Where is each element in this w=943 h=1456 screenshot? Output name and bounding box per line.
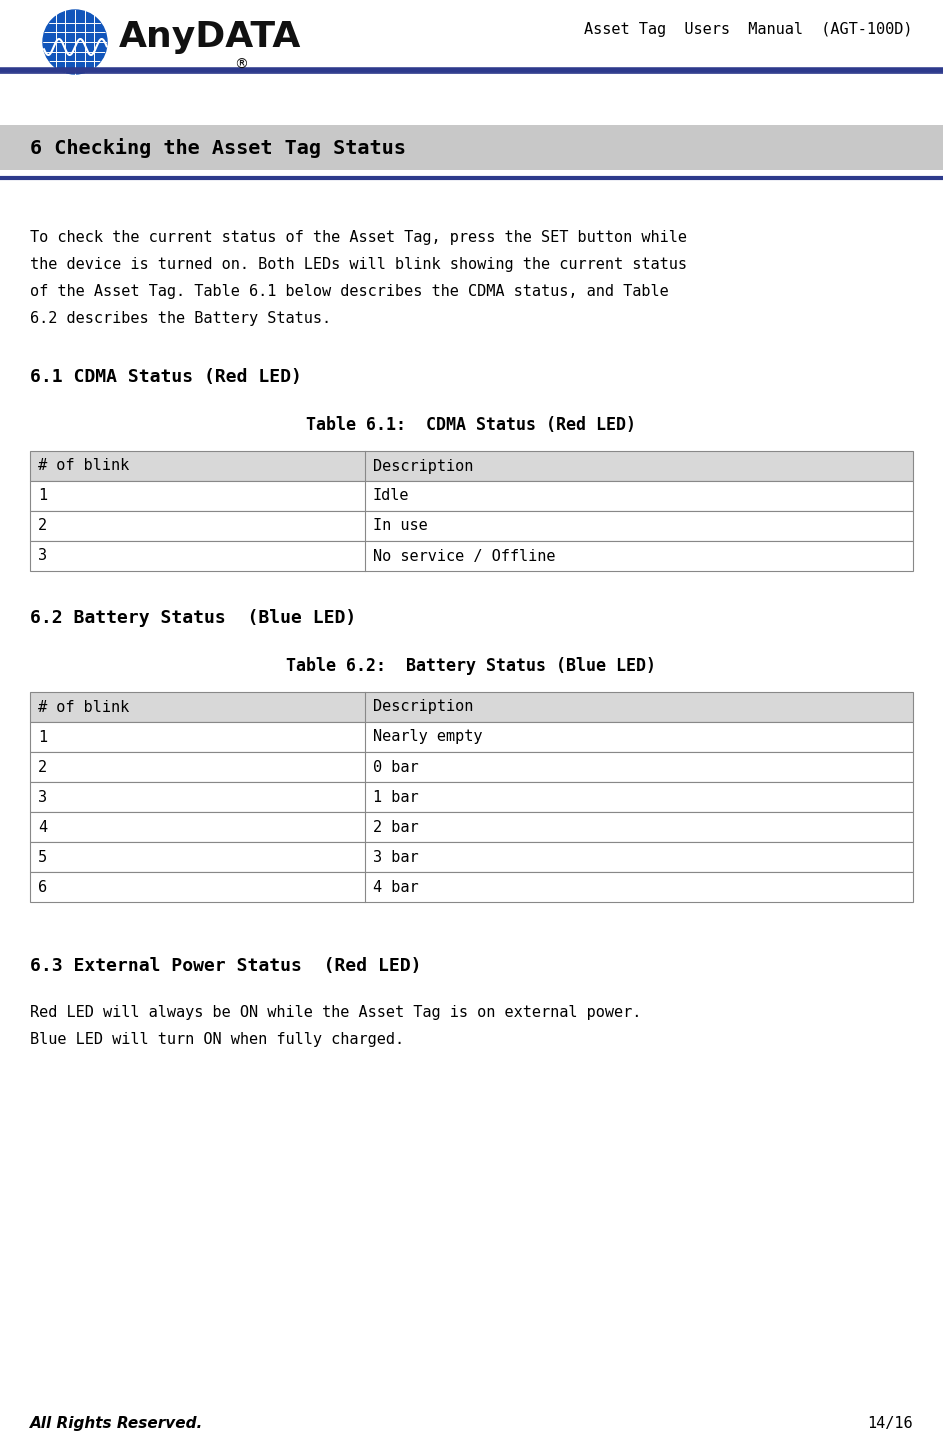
Bar bbox=[30, 872, 913, 903]
Text: Table 6.1:  CDMA Status (Red LED): Table 6.1: CDMA Status (Red LED) bbox=[306, 416, 636, 434]
Text: 4: 4 bbox=[38, 820, 47, 834]
Text: 6 Checking the Asset Tag Status: 6 Checking the Asset Tag Status bbox=[30, 138, 405, 159]
Text: # of blink: # of blink bbox=[38, 699, 129, 715]
Text: All Rights Reserved.: All Rights Reserved. bbox=[30, 1417, 204, 1431]
Text: 2: 2 bbox=[38, 760, 47, 775]
Text: 6.2 describes the Battery Status.: 6.2 describes the Battery Status. bbox=[30, 312, 331, 326]
Text: ®: ® bbox=[234, 58, 248, 71]
Bar bbox=[30, 751, 913, 782]
Text: of the Asset Tag. Table 6.1 below describes the CDMA status, and Table: of the Asset Tag. Table 6.1 below descri… bbox=[30, 284, 669, 298]
Bar bbox=[30, 782, 913, 812]
Text: Blue LED will turn ON when fully charged.: Blue LED will turn ON when fully charged… bbox=[30, 1032, 405, 1047]
Text: 1: 1 bbox=[38, 729, 47, 744]
Text: AnyDATA: AnyDATA bbox=[119, 20, 302, 54]
Bar bbox=[30, 692, 913, 722]
Text: 3 bar: 3 bar bbox=[373, 849, 419, 865]
Bar bbox=[30, 451, 913, 480]
Text: 1: 1 bbox=[38, 489, 47, 504]
Text: Asset Tag  Users  Manual  (AGT-100D): Asset Tag Users Manual (AGT-100D) bbox=[585, 22, 913, 36]
Text: 3: 3 bbox=[38, 549, 47, 563]
Text: Red LED will always be ON while the Asset Tag is on external power.: Red LED will always be ON while the Asse… bbox=[30, 1005, 641, 1021]
Circle shape bbox=[43, 10, 107, 74]
Text: 1 bar: 1 bar bbox=[373, 789, 419, 805]
Text: Description: Description bbox=[373, 699, 473, 715]
Bar bbox=[30, 480, 913, 511]
Text: the device is turned on. Both LEDs will blink showing the current status: the device is turned on. Both LEDs will … bbox=[30, 258, 687, 272]
Text: 2 bar: 2 bar bbox=[373, 820, 419, 834]
Text: 6.1 CDMA Status (Red LED): 6.1 CDMA Status (Red LED) bbox=[30, 368, 302, 386]
Bar bbox=[30, 542, 913, 571]
Text: No service / Offline: No service / Offline bbox=[373, 549, 555, 563]
Text: To check the current status of the Asset Tag, press the SET button while: To check the current status of the Asset… bbox=[30, 230, 687, 245]
Text: 4 bar: 4 bar bbox=[373, 879, 419, 894]
Text: 5: 5 bbox=[38, 849, 47, 865]
Text: 3: 3 bbox=[38, 789, 47, 805]
Text: 2: 2 bbox=[38, 518, 47, 533]
Text: 6.3 External Power Status  (Red LED): 6.3 External Power Status (Red LED) bbox=[30, 957, 422, 976]
Bar bbox=[30, 842, 913, 872]
Text: 6: 6 bbox=[38, 879, 47, 894]
Text: Table 6.2:  Battery Status (Blue LED): Table 6.2: Battery Status (Blue LED) bbox=[286, 657, 656, 676]
Bar bbox=[30, 812, 913, 842]
Text: 0 bar: 0 bar bbox=[373, 760, 419, 775]
Text: # of blink: # of blink bbox=[38, 459, 129, 473]
Bar bbox=[30, 511, 913, 542]
Text: 14/16: 14/16 bbox=[868, 1417, 913, 1431]
Bar bbox=[30, 722, 913, 751]
Text: In use: In use bbox=[373, 518, 428, 533]
Text: 6.2 Battery Status  (Blue LED): 6.2 Battery Status (Blue LED) bbox=[30, 609, 356, 628]
Text: Description: Description bbox=[373, 459, 473, 473]
Bar bbox=[0, 125, 943, 170]
Text: Nearly empty: Nearly empty bbox=[373, 729, 483, 744]
Text: Idle: Idle bbox=[373, 489, 409, 504]
